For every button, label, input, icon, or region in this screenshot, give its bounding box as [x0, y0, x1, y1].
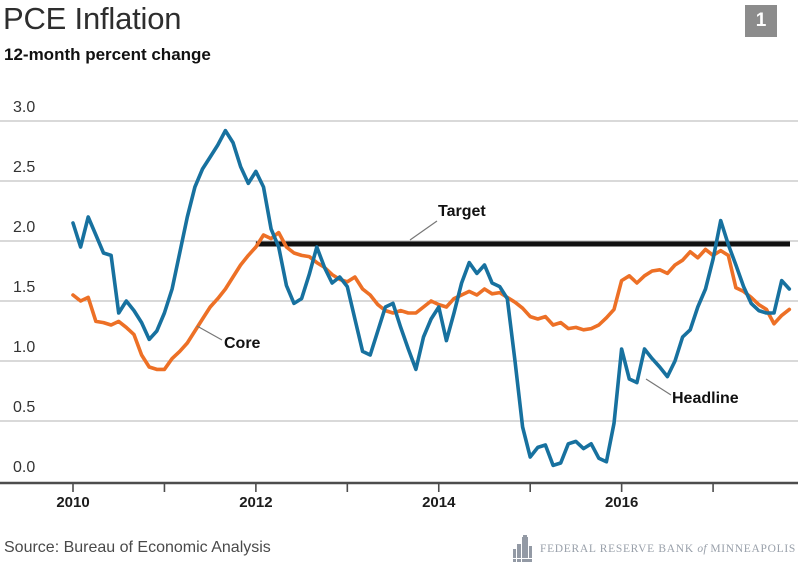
y-tick-label: 2.5: [13, 159, 36, 176]
y-tick-label: 0.5: [13, 399, 36, 416]
page-number-badge: 1: [745, 5, 777, 37]
target-annotation-label: Target: [438, 203, 486, 220]
y-tick-label: 2.0: [13, 219, 36, 236]
page-subtitle: 12-month percent change: [4, 45, 211, 64]
core-callout-line: [196, 325, 223, 341]
headline-annotation-label: Headline: [672, 390, 739, 407]
y-tick-label: 0.0: [13, 459, 36, 476]
x-axis: [0, 481, 798, 492]
gridlines: [0, 120, 798, 422]
x-tick-label: 2010: [56, 494, 90, 511]
x-tick-label: 2014: [422, 494, 456, 511]
headline-callout-line: [645, 378, 672, 396]
y-tick-label: 3.0: [13, 99, 36, 116]
page-title: PCE Inflation: [3, 1, 182, 36]
x-tick-label: 2012: [239, 494, 273, 511]
federal-reserve-building-icon: [512, 535, 532, 562]
target-callout-line: [409, 220, 438, 241]
x-tick-label: 2016: [604, 494, 639, 511]
logo-text: FEDERAL RESERVE BANK of MINNEAPOLIS: [539, 542, 796, 555]
y-tick-label: 1.5: [13, 279, 36, 296]
headline-series-line: [71, 128, 792, 468]
core-series-line: [71, 230, 792, 372]
y-tick-label: 1.0: [13, 339, 36, 356]
core-annotation-label: Core: [224, 335, 261, 352]
source-note: Source: Bureau of Economic Analysis: [4, 539, 271, 556]
minneapolis-fed-logo: FEDERAL RESERVE BANK of MINNEAPOLIS: [512, 535, 796, 562]
